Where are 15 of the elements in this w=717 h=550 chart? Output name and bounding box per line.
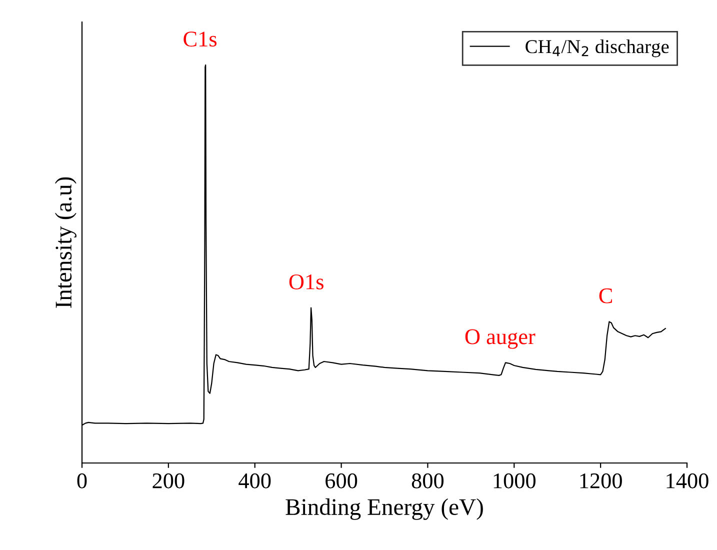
x-tick-label: 400 [238,473,271,488]
legend-label: CH$_{4}$/N$_{2}$ discharge [526,40,669,58]
annotation: C [599,288,612,304]
x-axis-title: Binding Energy (eV) [286,498,483,520]
annotation: O auger [465,329,536,349]
y-axis-title: Intensity (a.u) [54,177,76,308]
x-tick-label: 1400 [666,473,708,488]
x-tick-label: 800 [412,473,444,488]
x-tick-label: 200 [152,473,184,488]
annotation: C1s [184,32,217,47]
x-tick-label: 600 [326,473,358,488]
annotation: O1s [289,274,324,290]
x-tick-label: 1200 [580,473,622,488]
x-tick-label: 0 [77,473,87,488]
x-tick-label: 1000 [494,473,536,488]
